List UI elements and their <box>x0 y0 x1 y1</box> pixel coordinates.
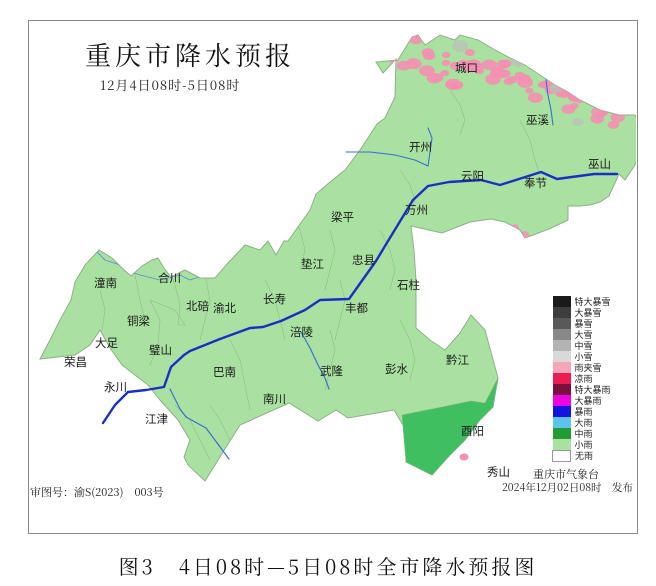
svg-text:忠县: 忠县 <box>352 252 375 268</box>
svg-text:铜梁: 铜梁 <box>127 313 150 329</box>
svg-text:永川: 永川 <box>104 379 127 395</box>
svg-text:奉节: 奉节 <box>524 175 547 191</box>
svg-text:江津: 江津 <box>145 411 168 427</box>
svg-text:荣昌: 荣昌 <box>64 354 87 370</box>
svg-text:石柱: 石柱 <box>397 277 420 293</box>
svg-text:北碚: 北碚 <box>186 298 209 314</box>
svg-text:合川: 合川 <box>158 270 181 286</box>
svg-text:南川: 南川 <box>263 391 286 407</box>
svg-text:酉阳: 酉阳 <box>461 423 484 439</box>
svg-text:秀山: 秀山 <box>487 464 510 480</box>
svg-text:开州: 开州 <box>409 139 432 155</box>
svg-text:武隆: 武隆 <box>320 363 343 379</box>
svg-text:巫山: 巫山 <box>588 156 611 172</box>
svg-text:黔江: 黔江 <box>446 352 469 368</box>
svg-text:巴南: 巴南 <box>213 364 236 380</box>
svg-text:彭水: 彭水 <box>385 361 408 377</box>
svg-text:大足: 大足 <box>95 335 118 351</box>
svg-text:长寿: 长寿 <box>263 291 286 307</box>
svg-text:梁平: 梁平 <box>331 209 354 225</box>
svg-text:渝北: 渝北 <box>213 300 236 316</box>
svg-text:城口: 城口 <box>455 60 478 76</box>
svg-text:万州: 万州 <box>405 202 428 218</box>
svg-text:垫江: 垫江 <box>301 256 324 272</box>
svg-text:巫溪: 巫溪 <box>526 112 549 128</box>
svg-text:璧山: 璧山 <box>149 342 172 358</box>
svg-text:涪陵: 涪陵 <box>290 324 313 340</box>
svg-text:云阳: 云阳 <box>461 168 484 184</box>
svg-text:丰都: 丰都 <box>345 300 368 316</box>
svg-text:潼南: 潼南 <box>94 275 117 291</box>
